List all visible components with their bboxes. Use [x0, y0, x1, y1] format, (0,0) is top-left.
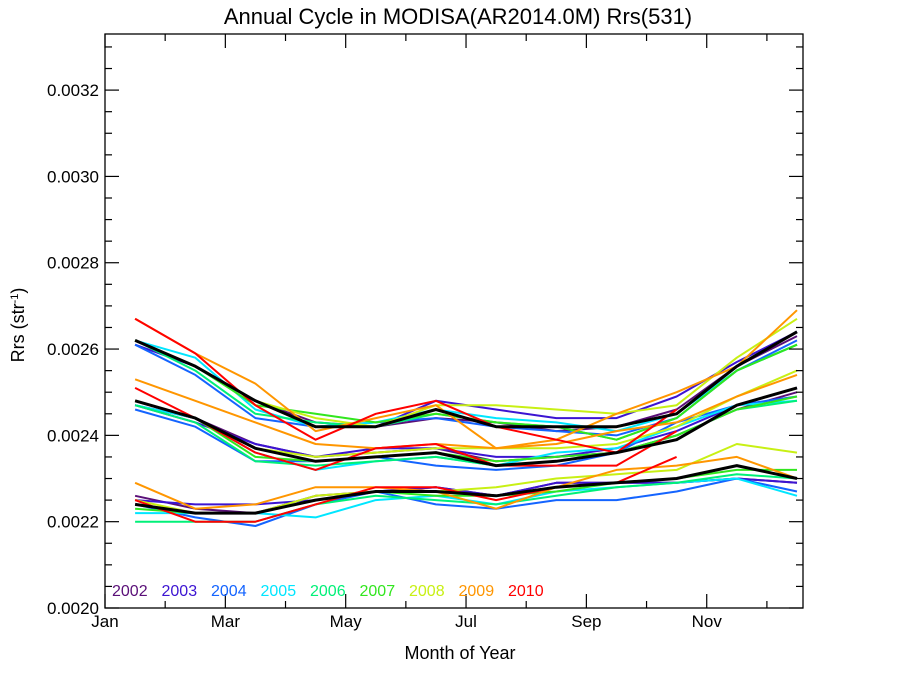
chart-title: Annual Cycle in MODISA(AR2014.0M) Rrs(53…	[224, 4, 692, 29]
mean-series-line-27	[134, 464, 798, 515]
y-tick-label: 0.0030	[47, 167, 99, 186]
plot-area	[134, 309, 798, 527]
y-tick-label: 0.0026	[47, 340, 99, 359]
x-tick-label: Jul	[455, 612, 477, 631]
legend: 2002 2003 2004 2005 2006 2007 2008 2009 2010	[112, 583, 544, 600]
legend-item-2009: 2009	[459, 583, 495, 600]
series-line-4	[134, 386, 798, 458]
mean-series-line-29	[134, 330, 798, 429]
y-tick-label: 0.0028	[47, 254, 99, 273]
y-axis-label-suffix: )	[8, 288, 28, 294]
series-line-6	[134, 477, 798, 527]
mean-series-line-28	[134, 386, 798, 468]
legend-item-2007: 2007	[360, 583, 396, 600]
series-line-25	[134, 387, 678, 471]
tick-labels: 0.0020 0.0022 0.0024 0.0026 0.0028 0.0030 0.00…	[47, 81, 722, 631]
legend-item-2008: 2008	[409, 583, 445, 600]
series-line-22	[134, 373, 798, 450]
legend-item-2005: 2005	[261, 583, 297, 600]
y-axis-label-superscript: -1	[9, 294, 21, 304]
series-line-23	[134, 309, 798, 450]
series-layer	[134, 309, 798, 527]
y-tick-label: 0.0032	[47, 81, 99, 100]
x-tick-label: Nov	[692, 612, 723, 631]
y-tick-label: 0.0022	[47, 513, 99, 532]
x-tick-label: Sep	[571, 612, 601, 631]
legend-item-2002: 2002	[112, 583, 148, 600]
y-tick-label: 0.0024	[47, 426, 99, 445]
y-axis-label: Rrs (str-1)	[8, 288, 28, 363]
series-line-26	[134, 317, 678, 454]
x-tick-label: May	[330, 612, 363, 631]
x-axis-label: Month of Year	[404, 643, 515, 663]
y-axis-label-base: Rrs (str	[8, 303, 28, 362]
plot-frame	[104, 33, 804, 609]
y-tick-label: 0.0020	[47, 599, 99, 618]
legend-item-2003: 2003	[162, 583, 198, 600]
series-line-21	[134, 455, 798, 510]
series-line-16	[134, 395, 798, 463]
legend-item-2004: 2004	[211, 583, 247, 600]
x-tick-label: Jan	[91, 612, 118, 631]
legend-item-2010: 2010	[508, 583, 544, 600]
x-tick-label: Mar	[211, 612, 241, 631]
legend-item-2006: 2006	[310, 583, 346, 600]
axes	[104, 33, 804, 609]
